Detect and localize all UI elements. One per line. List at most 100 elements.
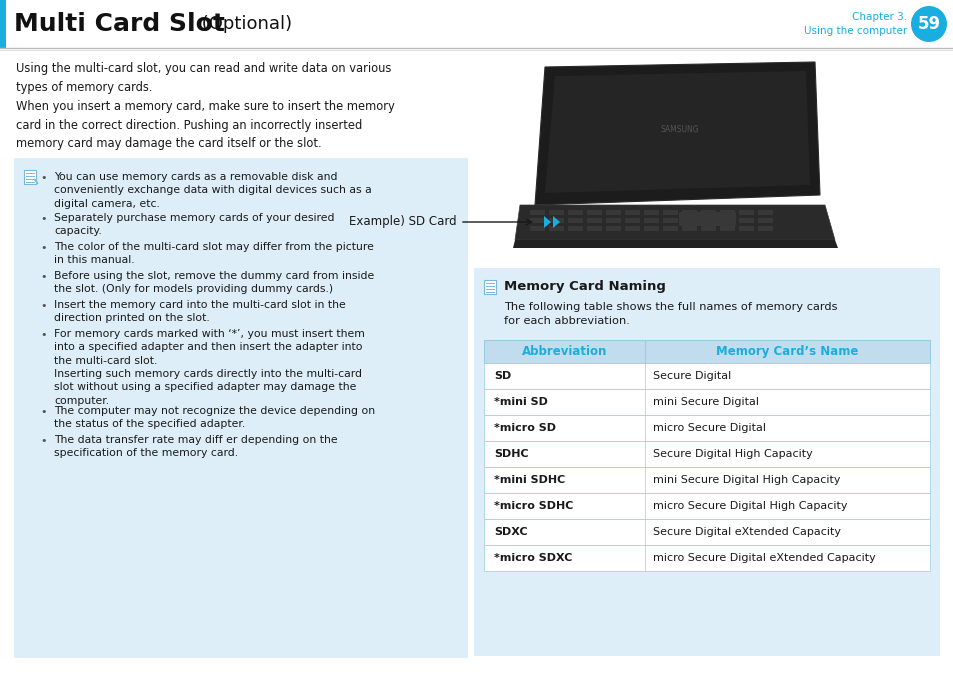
Bar: [662, 226, 678, 231]
Bar: [586, 210, 601, 215]
Bar: [720, 226, 734, 231]
Text: *micro SDHC: *micro SDHC: [494, 501, 573, 511]
Bar: [530, 226, 544, 231]
Bar: [681, 226, 697, 231]
Bar: [662, 210, 678, 215]
Bar: [474, 268, 939, 656]
Bar: [720, 218, 734, 223]
Bar: [483, 340, 929, 363]
Bar: [586, 226, 601, 231]
Bar: [643, 210, 659, 215]
Bar: [758, 226, 772, 231]
FancyBboxPatch shape: [679, 212, 735, 226]
Text: mini Secure Digital High Capacity: mini Secure Digital High Capacity: [652, 475, 840, 485]
Text: micro Secure Digital High Capacity: micro Secure Digital High Capacity: [652, 501, 846, 511]
Text: Before using the slot, remove the dummy card from inside
the slot. (Only for mod: Before using the slot, remove the dummy …: [54, 271, 374, 294]
Bar: [586, 218, 601, 223]
Bar: [483, 280, 496, 294]
Text: •: •: [40, 173, 47, 183]
Bar: [681, 218, 697, 223]
Text: •: •: [40, 243, 47, 253]
Text: SDXC: SDXC: [494, 527, 527, 537]
Polygon shape: [543, 216, 551, 228]
Bar: [605, 218, 620, 223]
FancyArrow shape: [33, 179, 38, 184]
Bar: [624, 210, 639, 215]
Bar: [739, 210, 753, 215]
Bar: [758, 210, 772, 215]
Text: Insert the memory card into the multi-card slot in the
direction printed on the : Insert the memory card into the multi-ca…: [54, 300, 345, 324]
Bar: [483, 519, 929, 545]
Text: micro Secure Digital eXtended Capacity: micro Secure Digital eXtended Capacity: [652, 553, 875, 563]
Text: When you insert a memory card, make sure to insert the memory
card in the correc: When you insert a memory card, make sure…: [16, 100, 395, 150]
Text: SAMSUNG: SAMSUNG: [660, 125, 699, 135]
Text: (Optional): (Optional): [195, 15, 292, 33]
Text: •: •: [40, 436, 47, 446]
Text: The data transfer rate may diff er depending on the
specification of the memory : The data transfer rate may diff er depen…: [54, 435, 337, 458]
Text: The following table shows the full names of memory cards
for each abbreviation.: The following table shows the full names…: [503, 302, 837, 326]
Bar: [483, 363, 929, 389]
Bar: [0, 0, 6, 48]
Bar: [548, 226, 563, 231]
Text: SD: SD: [494, 371, 511, 381]
Bar: [483, 467, 929, 493]
Text: mini Secure Digital: mini Secure Digital: [652, 397, 758, 407]
Bar: [483, 545, 929, 571]
Text: The color of the multi-card slot may differ from the picture
in this manual.: The color of the multi-card slot may dif…: [54, 242, 374, 265]
Text: Using the computer: Using the computer: [803, 26, 906, 36]
Bar: [548, 210, 563, 215]
Bar: [483, 389, 929, 415]
Bar: [739, 226, 753, 231]
Bar: [530, 218, 544, 223]
Text: *mini SD: *mini SD: [494, 397, 547, 407]
Bar: [483, 415, 929, 441]
Bar: [605, 210, 620, 215]
Bar: [700, 210, 716, 215]
Polygon shape: [515, 205, 834, 240]
Polygon shape: [535, 62, 820, 205]
Bar: [624, 218, 639, 223]
Text: Secure Digital: Secure Digital: [652, 371, 730, 381]
Bar: [605, 226, 620, 231]
Text: *micro SDXC: *micro SDXC: [494, 553, 572, 563]
Bar: [567, 226, 582, 231]
Polygon shape: [544, 71, 809, 193]
Bar: [567, 218, 582, 223]
Text: For memory cards marked with ‘*’, you must insert them
into a specified adapter : For memory cards marked with ‘*’, you mu…: [54, 329, 364, 406]
Text: Multi Card Slot: Multi Card Slot: [14, 12, 225, 36]
Bar: [758, 218, 772, 223]
Bar: [681, 210, 697, 215]
Bar: [530, 210, 544, 215]
Bar: [643, 218, 659, 223]
Text: Abbreviation: Abbreviation: [521, 345, 606, 358]
Bar: [14, 158, 468, 658]
Bar: [483, 493, 929, 519]
Polygon shape: [553, 216, 559, 228]
Bar: [720, 210, 734, 215]
Text: The computer may not recognize the device depending on
the status of the specifi: The computer may not recognize the devic…: [54, 406, 375, 429]
Text: •: •: [40, 301, 47, 311]
Text: 59: 59: [917, 15, 940, 33]
Bar: [567, 210, 582, 215]
Text: Example) SD Card: Example) SD Card: [349, 215, 456, 229]
Text: Memory Card’s Name: Memory Card’s Name: [716, 345, 858, 358]
Text: Memory Card Naming: Memory Card Naming: [503, 280, 665, 293]
Text: •: •: [40, 330, 47, 340]
Text: Chapter 3.: Chapter 3.: [851, 12, 906, 22]
Bar: [700, 218, 716, 223]
Bar: [739, 218, 753, 223]
Circle shape: [910, 6, 946, 42]
Bar: [643, 226, 659, 231]
Text: Secure Digital High Capacity: Secure Digital High Capacity: [652, 449, 811, 459]
Text: micro Secure Digital: micro Secure Digital: [652, 423, 764, 433]
Text: You can use memory cards as a removable disk and
conveniently exchange data with: You can use memory cards as a removable …: [54, 172, 372, 209]
Text: SDHC: SDHC: [494, 449, 528, 459]
Bar: [24, 170, 36, 184]
Text: Secure Digital eXtended Capacity: Secure Digital eXtended Capacity: [652, 527, 840, 537]
Bar: [700, 226, 716, 231]
Text: *micro SD: *micro SD: [494, 423, 556, 433]
Text: *mini SDHC: *mini SDHC: [494, 475, 565, 485]
Text: •: •: [40, 407, 47, 417]
Text: •: •: [40, 272, 47, 282]
Polygon shape: [513, 240, 837, 248]
